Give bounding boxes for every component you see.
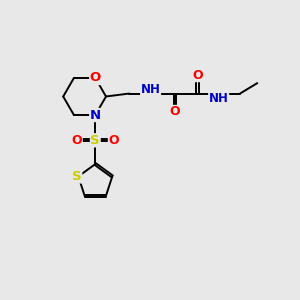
Text: S: S bbox=[72, 170, 82, 183]
Text: N: N bbox=[90, 109, 101, 122]
Text: O: O bbox=[90, 71, 101, 85]
Text: NH: NH bbox=[141, 83, 160, 97]
Text: O: O bbox=[108, 134, 119, 147]
Text: O: O bbox=[192, 69, 202, 82]
Text: NH: NH bbox=[209, 92, 229, 105]
Text: O: O bbox=[170, 106, 180, 118]
Text: O: O bbox=[72, 134, 82, 147]
Text: S: S bbox=[91, 134, 100, 147]
